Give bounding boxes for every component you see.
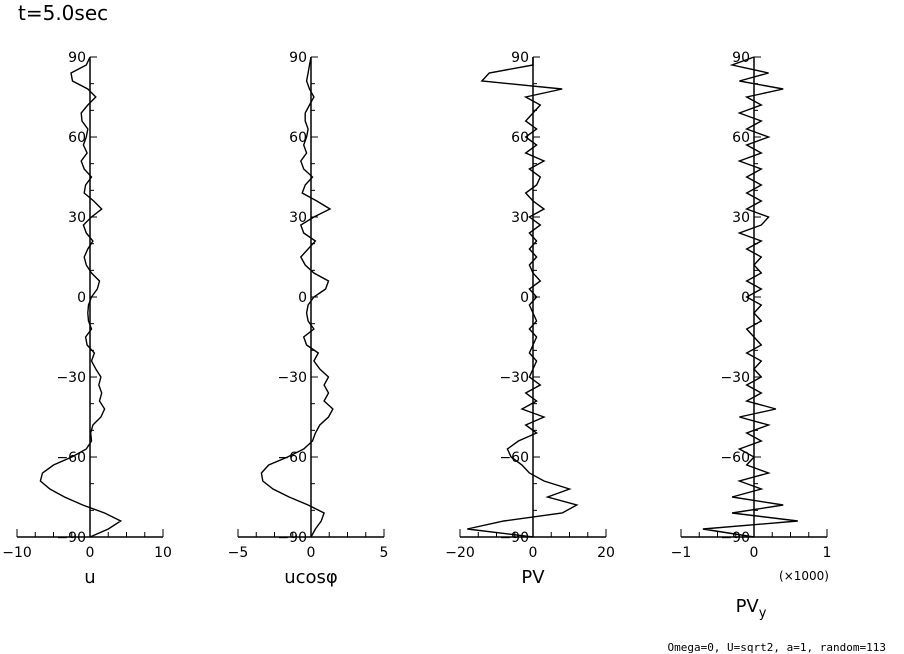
- x-tick-label: 0: [307, 545, 316, 561]
- data-curve: [467, 57, 579, 538]
- y-tick-label: 30: [68, 210, 86, 226]
- y-tick-label: −30: [277, 370, 307, 386]
- panel-3: −90 −60 −30 0 30 60 90 −20 0 20 PV: [445, 50, 615, 588]
- y-tick-label: −30: [56, 370, 86, 386]
- x-tick-label: 0: [529, 545, 538, 561]
- panel-2: −90 −60 −30 0 30 60 90 −5 0 5 ucosφ: [228, 50, 389, 588]
- y-tick-label: −30: [499, 370, 529, 386]
- y-tick-label: 0: [77, 290, 86, 306]
- y-tick-label: −60: [499, 450, 529, 466]
- x-tick-label: 5: [380, 545, 389, 561]
- y-tick-label: 60: [68, 130, 86, 146]
- y-tick-label: −90: [499, 530, 529, 546]
- y-tick-label: −30: [720, 370, 750, 386]
- y-tick-label: 90: [289, 50, 307, 66]
- data-curve: [260, 56, 334, 538]
- x-tick-label: 0: [86, 545, 95, 561]
- y-tick-label: 30: [511, 210, 529, 226]
- y-tick-label: −60: [277, 450, 307, 466]
- x-tick-label: −20: [445, 545, 475, 561]
- data-curve: [39, 56, 123, 538]
- x-tick-label: 0: [750, 545, 759, 561]
- x-tick-label: 10: [154, 545, 172, 561]
- x-axis-label: u: [84, 567, 95, 588]
- x-tick-label: −1: [671, 545, 692, 561]
- x-tick-label: −5: [228, 545, 249, 561]
- y-tick-label: 90: [68, 50, 86, 66]
- y-tick-label: −90: [56, 530, 86, 546]
- x-axis-label: PVy: [736, 596, 767, 621]
- y-tick-label: 30: [289, 210, 307, 226]
- y-tick-label: 0: [520, 290, 529, 306]
- panel-4: −90 −60 −30 0 30 60 90 −1 0 1 PVy (×1000): [671, 50, 832, 621]
- x-tick-label: 20: [597, 545, 615, 561]
- x-tick-label: −10: [2, 545, 32, 561]
- y-tick-label: −90: [277, 530, 307, 546]
- y-tick-label: 60: [511, 130, 529, 146]
- y-tick-label: 0: [741, 290, 750, 306]
- scale-note: (×1000): [779, 569, 829, 583]
- footer-params: Omega=0, U=sqrt2, a=1, random=113: [667, 641, 886, 654]
- x-tick-label: 1: [823, 545, 832, 561]
- chart-title: t=5.0sec: [18, 1, 108, 25]
- y-tick-label: 60: [732, 130, 750, 146]
- y-tick-label: 30: [732, 210, 750, 226]
- y-tick-label: 90: [732, 50, 750, 66]
- x-axis-label: PV: [521, 567, 545, 588]
- y-tick-label: −60: [720, 450, 750, 466]
- y-tick-label: 90: [511, 50, 529, 66]
- y-tick-label: −90: [720, 530, 750, 546]
- y-tick-label: 60: [289, 130, 307, 146]
- x-axis-label: ucosφ: [284, 567, 338, 588]
- y-tick-label: 0: [298, 290, 307, 306]
- data-curve: [702, 56, 798, 538]
